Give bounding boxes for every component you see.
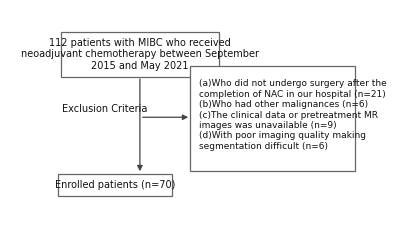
FancyBboxPatch shape [61, 32, 219, 77]
FancyBboxPatch shape [58, 174, 172, 196]
FancyBboxPatch shape [190, 66, 355, 171]
Text: (a)Who did not undergo surgery after the
completion of NAC in our hospital (n=21: (a)Who did not undergo surgery after the… [199, 79, 386, 151]
Text: 112 patients with MIBC who received
neoadjuvant chemotherapy between September
2: 112 patients with MIBC who received neoa… [21, 38, 259, 71]
Text: Enrolled patients (n=70): Enrolled patients (n=70) [55, 180, 175, 190]
Text: Exclusion Criteria: Exclusion Criteria [62, 104, 147, 114]
